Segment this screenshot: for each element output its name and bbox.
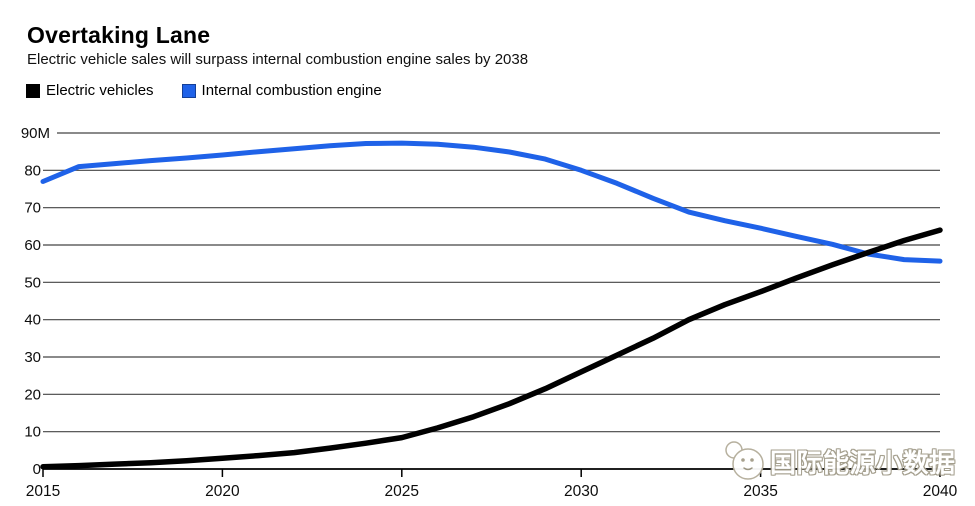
x-tick-label: 2035 xyxy=(743,483,777,500)
internal-combustion-engine-line xyxy=(40,140,943,264)
legend-item-internal-combustion-engine: Internal combustion engine xyxy=(181,82,382,99)
legend: Electric vehicles Internal combustion en… xyxy=(26,82,410,99)
x-tick-label: 2020 xyxy=(205,483,240,500)
chart-subtitle: Electric vehicle sales will surpass inte… xyxy=(27,51,529,68)
watermark: 国际能源小数据 xyxy=(718,438,956,484)
y-tick-label: 50 xyxy=(24,274,41,291)
x-tick-label: 2040 xyxy=(923,483,958,500)
y-tick-label: 70 xyxy=(24,200,41,217)
x-tick-label: 2030 xyxy=(564,483,599,500)
watermark-text: 国际能源小数据 xyxy=(770,447,956,478)
chart-title: Overtaking Lane xyxy=(27,22,211,48)
x-tick-label: 2025 xyxy=(385,483,419,500)
legend-label-internal-combustion-engine: Internal combustion engine xyxy=(201,82,382,99)
y-tick-label: 60 xyxy=(24,237,41,254)
y-tick-label: 20 xyxy=(24,386,41,403)
y-tick-label: 80 xyxy=(24,162,41,179)
watermark-logo-icon xyxy=(718,438,770,484)
legend-swatch-internal-combustion-engine xyxy=(181,83,196,98)
legend-label-electric-vehicles: Electric vehicles xyxy=(46,82,154,99)
y-tick-label: 40 xyxy=(24,312,41,329)
y-tick-label: 30 xyxy=(24,349,41,366)
legend-item-electric-vehicles: Electric vehicles xyxy=(26,82,154,99)
electric-vehicles-line xyxy=(40,227,943,470)
y-tick-label: 0 xyxy=(33,461,41,478)
x-tick-label: 2015 xyxy=(26,483,60,500)
y-tick-label: 90M xyxy=(21,125,50,142)
y-tick-label: 10 xyxy=(24,424,41,441)
legend-swatch-electric-vehicles xyxy=(26,83,40,98)
